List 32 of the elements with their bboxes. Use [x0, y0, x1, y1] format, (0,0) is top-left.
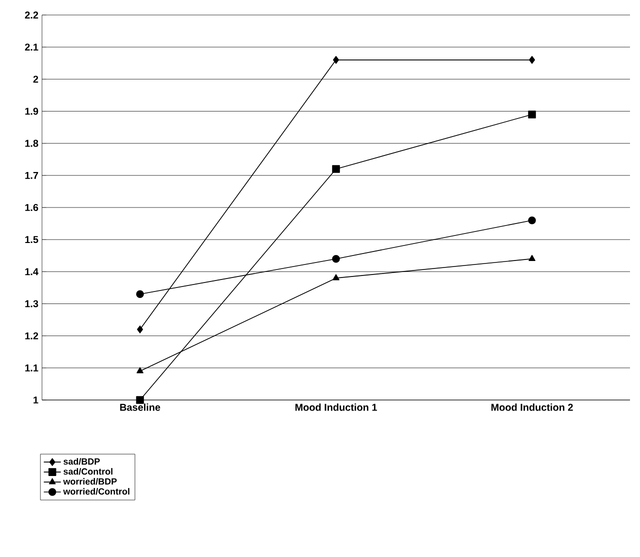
- y-tick-label: 1.5: [25, 236, 38, 244]
- point: [136, 290, 144, 298]
- y-tick-label: 1.7: [25, 172, 38, 179]
- point: [136, 367, 144, 374]
- legend-label: worried/BDP: [63, 478, 117, 485]
- legend-label: worried/Control: [63, 488, 130, 495]
- y-tick-label: 1.9: [25, 108, 38, 115]
- x-tick-label: Mood Induction 2: [491, 404, 573, 411]
- legend-label: sad/BDP: [64, 458, 100, 465]
- legend-label: sad/Control: [64, 468, 112, 475]
- point: [136, 396, 144, 404]
- y-tick-label: 2.1: [24, 44, 38, 51]
- point: [332, 254, 340, 263]
- x-tick-label: Baseline: [120, 404, 160, 411]
- y-tick-label: 1.6: [25, 204, 38, 212]
- point: [528, 110, 536, 118]
- point: [528, 254, 536, 261]
- y-tick-label: 1.4: [25, 268, 38, 276]
- point: [528, 216, 536, 224]
- point: [528, 56, 536, 64]
- y-tick-label: 1.2: [25, 332, 38, 340]
- y-tick-label: 1.1: [25, 364, 38, 372]
- y-tick-label: 1.3: [25, 300, 38, 308]
- x-tick-label: Mood Induction 1: [295, 404, 377, 411]
- y-tick-label: 2.2: [24, 12, 38, 18]
- y-tick-label: 1: [34, 396, 38, 404]
- point: [332, 165, 340, 173]
- y-tick-label: 2: [33, 76, 38, 83]
- point: [332, 274, 340, 280]
- point: [136, 326, 144, 334]
- point: [332, 56, 340, 64]
- y-tick-label: 1.8: [25, 140, 38, 147]
